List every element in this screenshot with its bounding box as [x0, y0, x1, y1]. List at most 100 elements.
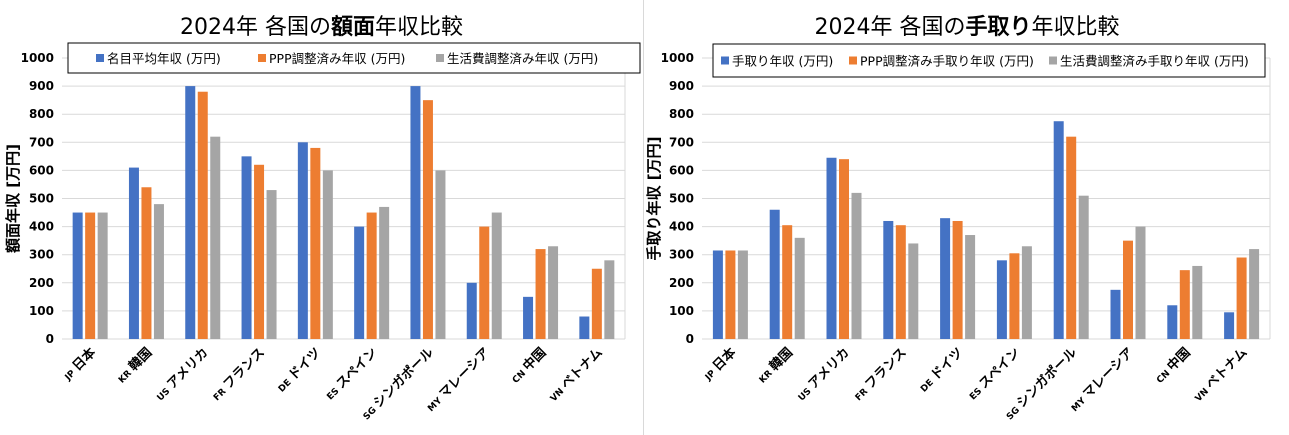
bar-es-series-1 [1009, 253, 1020, 339]
x-tick-name: シンガポール [1014, 345, 1080, 411]
bar-vn-series-0 [1224, 312, 1235, 339]
x-tick-label: KR 韓国 [114, 345, 156, 387]
y-tick-label: 900 [669, 79, 694, 93]
bar-jp-series-1 [85, 212, 96, 339]
x-tick-name: マレーシア [1080, 345, 1136, 401]
legend-label: 名目平均年収 (万円) [107, 51, 221, 66]
bar-vn-series-1 [591, 268, 602, 339]
panel-divider [643, 0, 644, 435]
x-tick-label: FR フランス [851, 345, 910, 404]
y-tick-label: 800 [29, 107, 54, 121]
x-tick-label: ES スペイン [323, 345, 381, 403]
bar-us-series-1 [839, 159, 849, 339]
bar-sg-series-0 [1053, 121, 1064, 339]
bar-jp-series-0 [712, 250, 723, 339]
bar-es-series-2 [1021, 246, 1032, 339]
net-income-chart: 2024年 各国の手取り年収比較 0 100 200 300 400 500 600 700 80… [645, 15, 1271, 422]
bar-de-series-1 [952, 220, 963, 339]
x-tick-name: フランス [862, 345, 909, 392]
chart-title-part: 年収比較 [375, 15, 463, 40]
bar-sg-series-1 [1066, 136, 1077, 339]
y-tick-label: 800 [669, 107, 694, 121]
bar-es-series-2 [379, 206, 390, 339]
legend-label: 生活費調整済み手取り年収 (万円) [1060, 54, 1249, 69]
bar-de-series-2 [322, 170, 333, 339]
bar-vn-series-1 [1236, 257, 1247, 339]
bar-kr-series-0 [769, 209, 780, 339]
y-tick-label: 500 [29, 192, 54, 206]
y-tick-label: 100 [29, 304, 54, 318]
bar-es-series-0 [996, 260, 1007, 339]
bar-us-series-2 [851, 192, 862, 339]
bar-jp-series-2 [737, 250, 748, 339]
chart-title: 2024年 各国の手取り年収比較 [814, 15, 1119, 40]
bar-us-series-0 [185, 86, 196, 339]
y-tick-label: 100 [669, 304, 694, 318]
legend-swatch-series-0 [721, 56, 729, 65]
x-tick-label: JP 日本 [59, 345, 99, 385]
chart-title-part: 年収比較 [1031, 15, 1119, 40]
bar-de-series-2 [965, 235, 976, 339]
bar-cn-series-0 [523, 296, 534, 339]
chart-title-part: 2024年 各国の [814, 15, 965, 40]
x-tick-label: VN ベトナム [546, 345, 606, 405]
legend-box [67, 42, 641, 74]
x-tick-label: FR フランス [209, 345, 268, 404]
x-tick-name: ドイツ [286, 345, 324, 383]
bar-us-series-0 [826, 157, 837, 339]
y-tick-label: 600 [669, 163, 694, 177]
legend-label: 手取り年収 (万円) [732, 54, 833, 69]
x-tick-label: US アメリカ [153, 345, 212, 404]
bar-my-series-2 [491, 212, 502, 339]
x-tick-label: ES スペイン [965, 345, 1023, 403]
x-tick-label: KR 韓国 [754, 345, 796, 387]
y-tick-label: 400 [669, 220, 694, 234]
legend-label: PPP調整済み手取り年収 (万円) [860, 54, 1034, 69]
x-tick-name: ベトナム [1203, 345, 1250, 392]
bar-fr-series-2 [908, 243, 919, 339]
bar-us-series-2 [210, 136, 221, 339]
chart-title-part: 手取り [965, 15, 1031, 40]
bar-jp-series-2 [97, 212, 108, 339]
x-tick-label: DE ドイツ [274, 345, 324, 395]
x-tick-name: アメリカ [165, 345, 212, 392]
x-tick-name: ドイツ [928, 345, 966, 383]
bar-fr-series-0 [241, 156, 252, 339]
chart-title-part: 額面 [331, 14, 375, 40]
bar-kr-series-2 [153, 204, 164, 339]
bar-cn-series-1 [1179, 270, 1190, 339]
bar-kr-series-2 [794, 237, 805, 339]
legend-swatch-series-2 [1049, 56, 1057, 65]
bar-us-series-1 [197, 91, 208, 339]
x-tick-label: DE ドイツ [916, 345, 966, 395]
bar-vn-series-2 [604, 260, 615, 339]
y-axis-label: 手取り年収 [万円] [645, 137, 663, 261]
y-tick-label: 300 [29, 248, 54, 262]
bar-fr-series-1 [254, 164, 265, 339]
y-tick-label: 0 [686, 332, 694, 346]
bar-my-series-0 [466, 282, 477, 339]
bar-jp-series-0 [72, 212, 83, 339]
bar-fr-series-1 [895, 225, 906, 339]
legend-swatch-series-1 [258, 54, 266, 62]
bar-sg-series-2 [1078, 195, 1089, 339]
x-tick-name: シンガポール [370, 345, 436, 411]
bar-de-series-0 [940, 218, 951, 339]
y-tick-label: 700 [29, 135, 54, 149]
legend-swatch-series-2 [436, 54, 444, 62]
bar-kr-series-1 [141, 187, 152, 339]
y-tick-label: 600 [29, 163, 54, 177]
bar-es-series-1 [366, 212, 377, 339]
bar-vn-series-0 [579, 316, 590, 339]
bar-vn-series-2 [1249, 249, 1260, 339]
y-tick-label: 1000 [661, 51, 694, 65]
bar-sg-series-2 [435, 170, 446, 339]
bar-my-series-0 [1110, 289, 1121, 339]
x-tick-name: マレーシア [437, 345, 493, 401]
bar-fr-series-0 [883, 220, 894, 339]
chart-title: 2024年 各国の額面年収比較 [180, 14, 463, 40]
bar-de-series-0 [297, 142, 308, 339]
y-tick-label: 200 [669, 276, 694, 290]
x-tick-label: JP 日本 [700, 345, 740, 385]
bar-cn-series-0 [1167, 305, 1178, 339]
